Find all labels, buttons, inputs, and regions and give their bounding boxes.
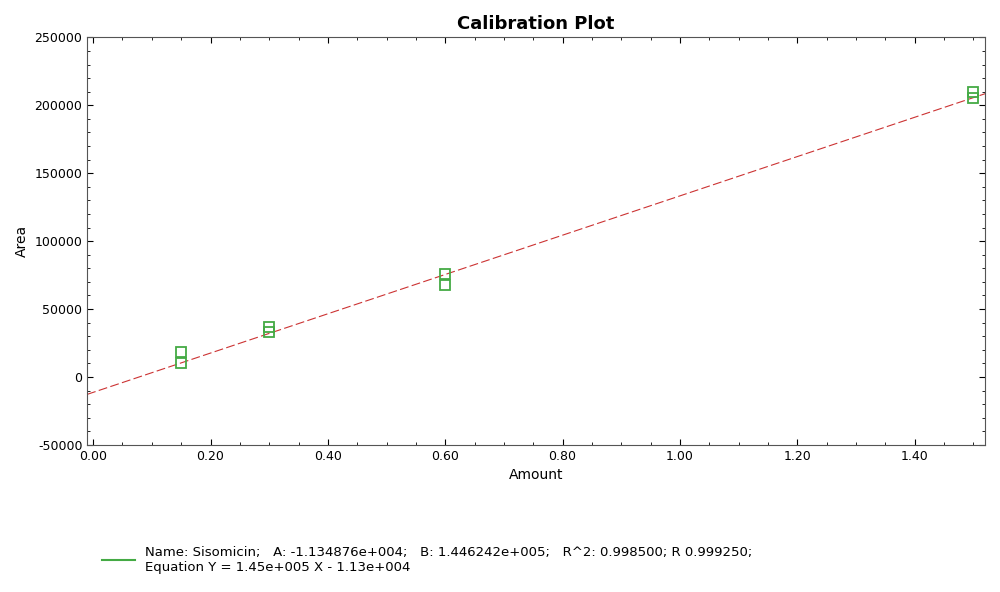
Title: Calibration Plot: Calibration Plot [457, 15, 615, 33]
X-axis label: Amount: Amount [509, 468, 563, 482]
Y-axis label: Area: Area [15, 225, 29, 257]
Legend: Name: Sisomicin;   A: -1.134876e+004;   B: 1.446242e+005;   R^2: 0.998500; R 0.9: Name: Sisomicin; A: -1.134876e+004; B: 1… [97, 541, 758, 580]
